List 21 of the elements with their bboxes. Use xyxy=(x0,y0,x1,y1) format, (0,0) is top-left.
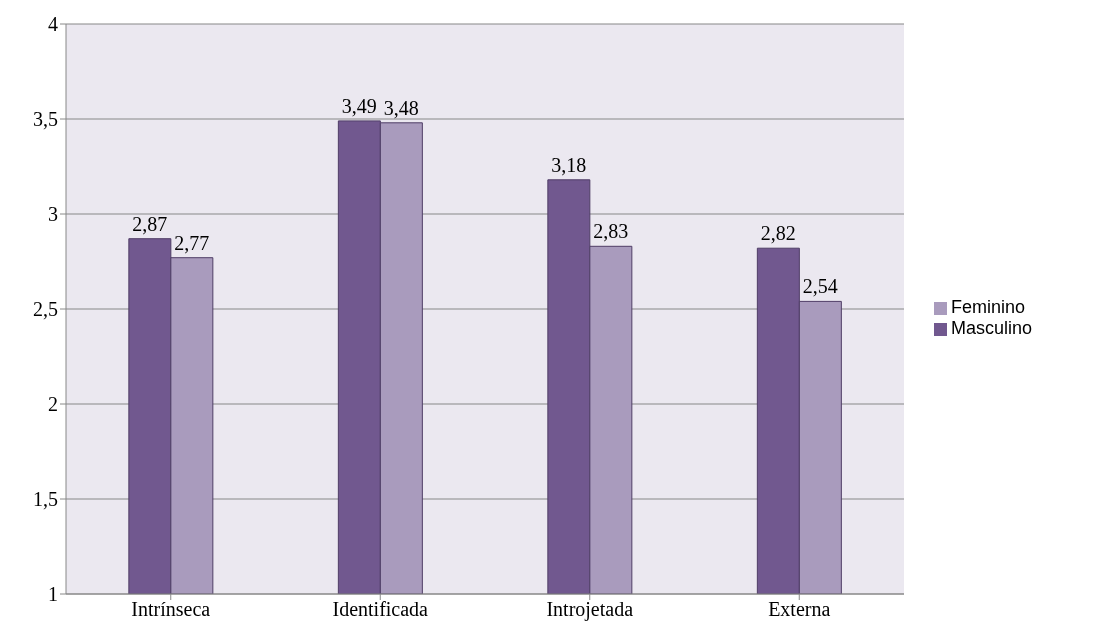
x-tick-label: Externa xyxy=(768,598,831,621)
data-label: 3,48 xyxy=(383,96,419,119)
legend-label: Masculino xyxy=(951,318,1033,338)
y-tick-label: 2,5 xyxy=(33,298,58,321)
data-label: 2,82 xyxy=(760,222,796,245)
legend-label: Feminino xyxy=(951,297,1026,317)
y-tick-label: 3 xyxy=(48,203,58,226)
x-tick-label: Intrínseca xyxy=(131,598,211,621)
y-tick-label: 1 xyxy=(48,583,58,606)
y-tick-label: 3,5 xyxy=(33,108,58,131)
data-label: 2,77 xyxy=(174,231,210,254)
x-tick-label: Identificada xyxy=(332,598,429,621)
data-label: 2,87 xyxy=(132,212,168,235)
data-label: 3,18 xyxy=(551,153,587,176)
x-tick-label: Introjetada xyxy=(546,598,634,622)
data-label: 2,83 xyxy=(593,220,629,243)
data-label: 2,54 xyxy=(802,275,838,298)
y-tick-label: 4 xyxy=(48,13,58,36)
data-label: 3,49 xyxy=(341,94,377,117)
y-tick-label: 1,5 xyxy=(33,488,58,511)
y-tick-label: 2 xyxy=(48,393,58,416)
